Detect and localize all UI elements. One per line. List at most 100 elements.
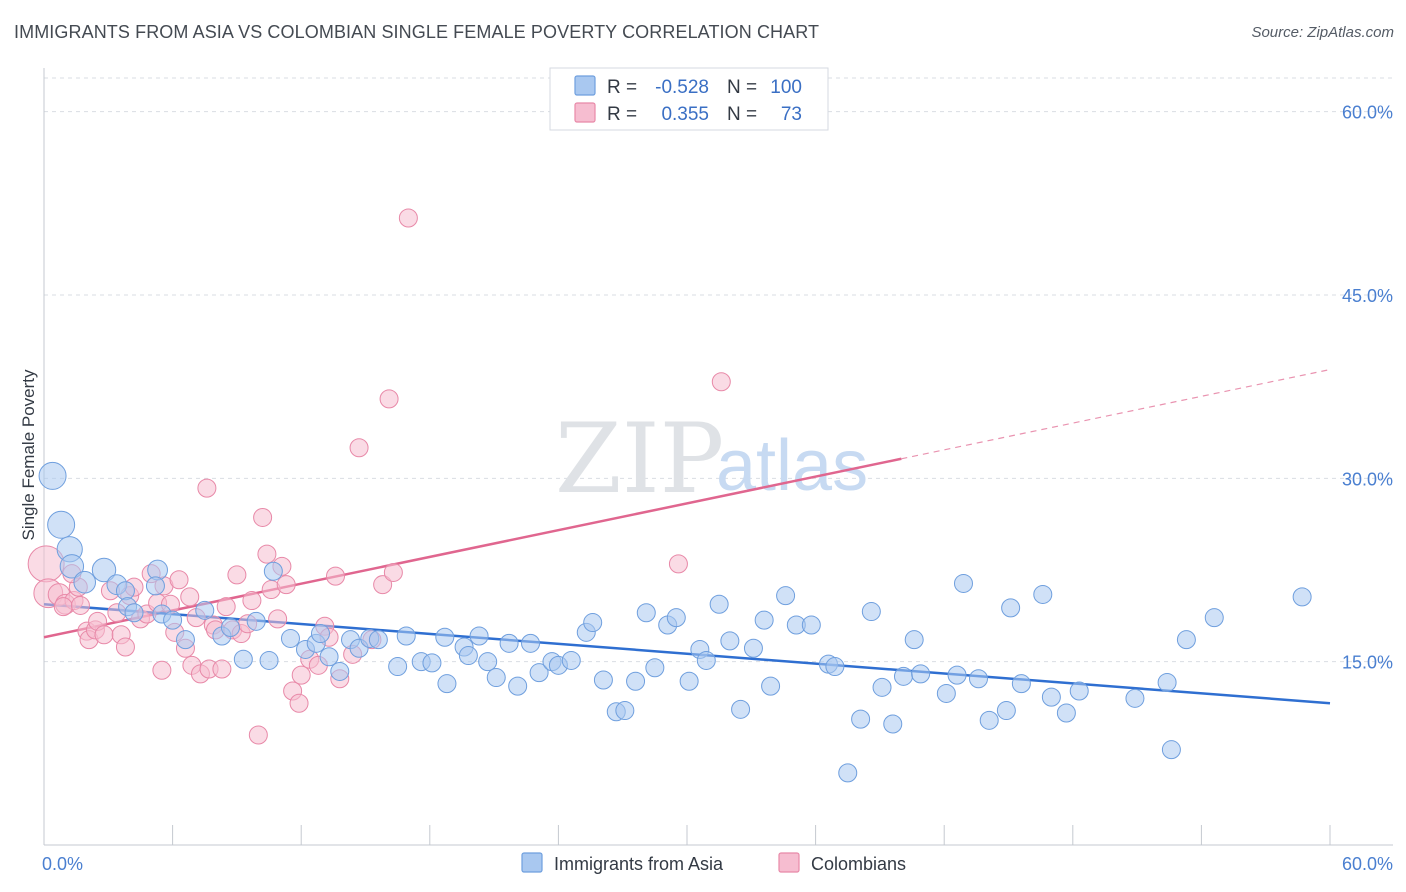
point-asia-81 <box>911 664 931 684</box>
point-asia-5 <box>73 570 97 594</box>
bottom-legend-swatch-asia <box>521 852 543 873</box>
point-asia-66 <box>743 638 763 658</box>
point-asia-43 <box>499 633 519 653</box>
y-tick-label-0: 15.0% <box>1342 653 1393 673</box>
y-tick-label-1: 30.0% <box>1342 469 1393 489</box>
point-colombians-67 <box>398 208 418 228</box>
point-colombians-34 <box>197 478 217 498</box>
point-colombians-45 <box>248 725 268 745</box>
point-asia-40 <box>469 626 489 646</box>
point-asia-82 <box>936 683 956 703</box>
point-colombians-47 <box>257 544 277 564</box>
point-colombians-54 <box>291 665 311 685</box>
point-asia-42 <box>486 668 506 688</box>
y-tick-labels: 15.0% 30.0% 45.0% 60.0% <box>1342 103 1393 673</box>
point-asia-95 <box>1157 672 1177 692</box>
bottom-legend: Immigrants from Asia Colombians <box>521 852 906 874</box>
point-colombians-41 <box>227 565 247 585</box>
point-colombians-30 <box>180 587 200 607</box>
bottom-legend-label-asia: Immigrants from Asia <box>554 854 724 874</box>
point-asia-44 <box>508 676 528 696</box>
point-asia-41 <box>478 652 498 672</box>
point-asia-9 <box>145 576 165 596</box>
point-colombians-64 <box>373 575 393 595</box>
legend-box: R = -0.528 N = 100 R = 0.355 N = 73 <box>549 67 829 131</box>
legend-swatch-colombians <box>574 102 596 123</box>
point-asia-46 <box>529 663 549 683</box>
point-asia-62 <box>696 650 716 670</box>
point-asia-36 <box>435 627 455 647</box>
point-asia-27 <box>330 661 350 681</box>
point-asia-39 <box>458 646 478 666</box>
point-colombians-17 <box>115 637 135 657</box>
watermark: ZIP atlas <box>555 403 868 515</box>
point-colombians-59 <box>325 566 345 586</box>
source-attribution: Source: ZipAtlas.com <box>1251 24 1394 41</box>
point-asia-17 <box>220 617 240 637</box>
watermark-zip: ZIP <box>555 403 724 515</box>
legend-r-label-colombians: R = <box>607 104 637 125</box>
point-asia-75 <box>851 709 871 729</box>
point-asia-22 <box>280 628 300 648</box>
point-asia-79 <box>893 666 913 686</box>
point-asia-13 <box>163 610 183 630</box>
point-asia-14 <box>195 600 215 620</box>
point-asia-56 <box>636 603 656 623</box>
point-asia-68 <box>761 676 781 696</box>
y-tick-label-2: 45.0% <box>1342 286 1393 306</box>
point-asia-37 <box>437 674 457 694</box>
point-asia-25 <box>310 624 330 644</box>
point-colombians-49 <box>268 609 288 629</box>
watermark-atlas: atlas <box>716 426 868 506</box>
legend-r-value-colombians: 0.355 <box>661 104 709 125</box>
point-colombians-66 <box>383 562 403 582</box>
point-asia-45 <box>521 633 541 653</box>
legend-n-value-colombians: 73 <box>781 104 802 125</box>
point-asia-71 <box>801 615 821 635</box>
point-asia-21 <box>263 561 283 581</box>
x-tick-label-min: 0.0% <box>42 854 83 874</box>
axes <box>43 68 1393 846</box>
point-asia-4 <box>91 557 117 583</box>
series-asia-points <box>38 461 1312 783</box>
point-asia-89 <box>1011 674 1031 694</box>
point-asia-84 <box>953 573 973 593</box>
y-axis-label: Single Female Poverty <box>19 369 38 541</box>
point-colombians-65 <box>379 389 399 409</box>
point-asia-55 <box>626 671 646 691</box>
point-asia-76 <box>861 602 881 622</box>
point-asia-98 <box>1204 608 1224 628</box>
point-asia-59 <box>666 608 686 628</box>
point-asia-90 <box>1033 584 1053 604</box>
point-colombians-13 <box>94 625 114 645</box>
point-asia-11 <box>124 603 144 623</box>
point-asia-18 <box>233 649 253 669</box>
point-asia-91 <box>1041 687 1061 707</box>
point-asia-54 <box>615 701 635 721</box>
point-asia-20 <box>259 650 279 670</box>
point-colombians-62 <box>349 438 369 458</box>
point-asia-57 <box>645 658 665 678</box>
point-colombians-8 <box>70 595 90 615</box>
point-asia-51 <box>583 613 603 633</box>
point-asia-93 <box>1069 681 1089 701</box>
point-asia-7 <box>115 581 135 601</box>
point-asia-31 <box>368 630 388 650</box>
point-asia-97 <box>1176 630 1196 650</box>
point-asia-26 <box>319 647 339 667</box>
point-colombians-46 <box>253 507 273 527</box>
point-asia-85 <box>968 669 988 689</box>
legend-r-value-asia: -0.528 <box>655 77 709 98</box>
point-colombians-44 <box>242 591 262 611</box>
point-asia-99 <box>1292 587 1312 607</box>
point-asia-52 <box>593 670 613 690</box>
point-colombians-6 <box>53 597 73 617</box>
point-asia-96 <box>1161 740 1181 760</box>
point-asia-94 <box>1125 688 1145 708</box>
point-asia-65 <box>731 699 751 719</box>
point-asia-32 <box>388 657 408 677</box>
point-asia-35 <box>422 653 442 673</box>
point-asia-1 <box>47 510 76 539</box>
point-asia-80 <box>904 630 924 650</box>
